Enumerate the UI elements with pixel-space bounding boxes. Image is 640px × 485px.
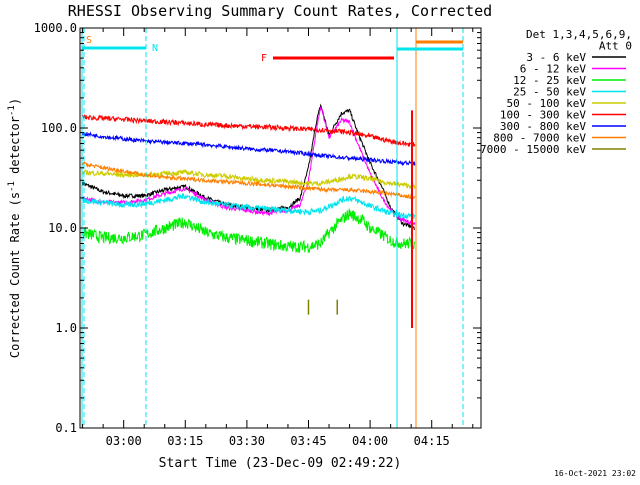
saa-flag-label: S (86, 35, 92, 46)
legend-header: Det 1,3,4,5,6,9, (526, 28, 632, 41)
chart-title: RHESSI Observing Summary Count Rates, Co… (68, 2, 492, 20)
legend-header: Att 0 (599, 40, 632, 53)
x-tick-label: 03:45 (290, 434, 326, 448)
series-25-50-kev (82, 193, 416, 220)
series-100-300-kev (82, 113, 416, 147)
series-line (82, 208, 416, 254)
series-line (82, 161, 416, 200)
series-line (82, 106, 416, 226)
series-7000-15000-kev (307, 299, 338, 315)
series-12-25-kev (82, 208, 416, 254)
series-line (82, 193, 416, 220)
series-6-12-kev (82, 106, 416, 226)
series-line (82, 113, 416, 147)
legend-entry-label: 50 - 100 keV (507, 97, 587, 110)
series-line (82, 169, 416, 190)
legend-entry-label: 800 - 7000 keV (493, 132, 586, 145)
legend-entry-label: 300 - 800 keV (500, 120, 586, 133)
x-tick-label: 03:00 (106, 434, 142, 448)
x-tick-label: 03:30 (229, 434, 265, 448)
legend-entry-label: 25 - 50 keV (513, 86, 586, 99)
y-tick-label: 1.0 (55, 321, 77, 335)
y-tick-label: 100.0 (41, 121, 77, 135)
series-300-800-kev (82, 131, 416, 167)
timestamp: 16-Oct-2021 23:02 (554, 469, 636, 478)
y-tick-label: 0.1 (55, 421, 77, 435)
legend-entry-label: 3 - 6 keV (526, 51, 586, 64)
x-axis-label: Start Time (23-Dec-09 02:49:22) (159, 456, 402, 471)
legend-entry-label: 6 - 12 keV (520, 63, 587, 76)
x-tick-label: 03:15 (167, 434, 203, 448)
legend-entry-label: 12 - 25 keV (513, 74, 586, 87)
y-axis-label: Corrected Count Rate (s-1 detector-1) (7, 98, 22, 358)
legend-entry-label: 100 - 300 keV (500, 109, 586, 122)
flare-flag-label: F (261, 53, 267, 64)
legend-entry-label: 7000 - 15000 keV (480, 143, 586, 156)
series-800-7000-kev (82, 161, 416, 200)
y-tick-label: 1000.0 (34, 21, 77, 35)
series-50-100-kev (82, 169, 416, 190)
x-tick-label: 04:15 (414, 434, 450, 448)
series-line (82, 131, 416, 167)
y-tick-label: 10.0 (48, 221, 77, 235)
night-flag-label: N (152, 43, 158, 54)
x-tick-label: 04:00 (352, 434, 388, 448)
